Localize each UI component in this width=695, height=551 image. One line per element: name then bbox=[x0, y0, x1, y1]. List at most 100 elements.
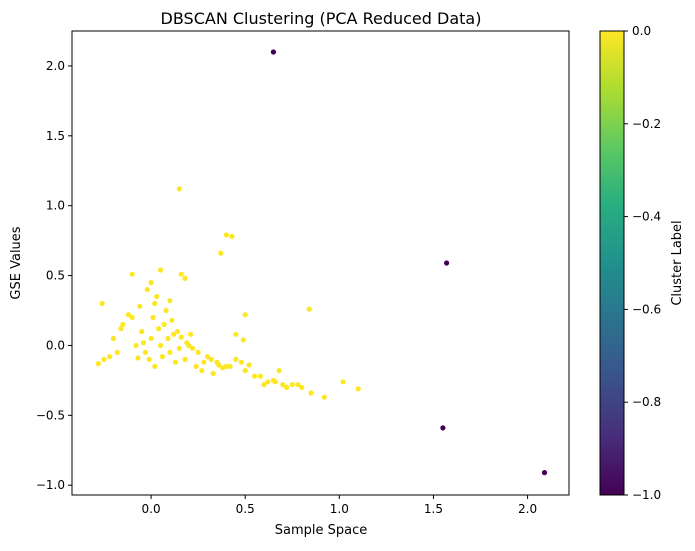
data-point bbox=[284, 384, 290, 390]
data-point bbox=[144, 287, 150, 293]
colorbar-tick-label: −0.8 bbox=[632, 395, 661, 409]
data-point bbox=[280, 382, 286, 388]
data-point bbox=[129, 271, 135, 277]
data-point bbox=[238, 359, 244, 365]
data-point bbox=[299, 384, 305, 390]
x-tick-label: 0.0 bbox=[142, 502, 161, 516]
x-tick-label: 1.0 bbox=[330, 502, 349, 516]
data-point bbox=[223, 232, 229, 238]
data-point bbox=[210, 370, 216, 376]
colorbar-tick-label: 0.0 bbox=[632, 24, 651, 38]
data-point bbox=[157, 342, 164, 349]
data-point bbox=[159, 354, 165, 360]
data-point bbox=[182, 356, 188, 362]
data-point bbox=[321, 394, 327, 400]
data-point bbox=[541, 470, 548, 476]
y-tick-label: 0.5 bbox=[46, 269, 65, 283]
data-point bbox=[178, 334, 184, 340]
chart-title: DBSCAN Clustering (PCA Reduced Data) bbox=[161, 9, 482, 28]
colorbar-gradient bbox=[599, 30, 625, 496]
data-point bbox=[171, 331, 177, 337]
data-point bbox=[204, 354, 211, 360]
y-axis-label: GSE Values bbox=[9, 226, 24, 299]
data-point bbox=[242, 312, 248, 318]
data-point bbox=[340, 379, 346, 385]
data-point bbox=[229, 233, 235, 239]
colorbar-ticks: 0.0 −0.2 −0.4 −0.6 −0.8 −1.0 bbox=[624, 24, 661, 502]
data-point bbox=[152, 300, 158, 307]
data-point bbox=[152, 363, 158, 369]
data-point bbox=[135, 355, 141, 361]
data-point bbox=[129, 314, 135, 321]
data-point bbox=[133, 342, 139, 349]
colorbar-tick-label: −0.4 bbox=[632, 210, 661, 224]
data-point bbox=[95, 361, 101, 367]
data-point bbox=[146, 356, 152, 362]
data-point bbox=[188, 331, 194, 337]
data-point bbox=[169, 317, 175, 323]
data-point bbox=[182, 275, 188, 281]
data-point bbox=[252, 373, 258, 379]
colorbar-tick-label: −0.6 bbox=[632, 302, 661, 316]
data-point bbox=[184, 340, 190, 346]
data-point bbox=[142, 349, 148, 355]
data-point bbox=[140, 340, 147, 346]
data-point bbox=[137, 303, 143, 309]
data-points bbox=[95, 49, 548, 476]
colorbar-tick-label: −1.0 bbox=[632, 488, 661, 502]
data-point bbox=[156, 326, 162, 332]
y-tick-label: 1.0 bbox=[46, 199, 65, 213]
data-point bbox=[295, 382, 301, 388]
data-point bbox=[355, 386, 361, 392]
data-point bbox=[178, 271, 184, 277]
data-point bbox=[189, 345, 196, 351]
data-point bbox=[118, 326, 124, 332]
y-axis-ticks: −1.0 −0.5 0.0 0.5 1.0 1.5 2.0 bbox=[36, 59, 72, 492]
x-axis-ticks: 0.0 0.5 1.0 1.5 2.0 bbox=[142, 495, 537, 516]
data-point bbox=[242, 368, 248, 374]
data-point bbox=[172, 359, 179, 365]
data-point bbox=[148, 335, 154, 342]
data-point bbox=[150, 314, 156, 321]
data-point bbox=[199, 368, 205, 374]
data-point bbox=[257, 373, 263, 379]
plot-axes: 0.0 0.5 1.0 1.5 2.0 −1.0 −0.5 0.0 0.5 1.0 1.5 2.0 bbox=[36, 30, 570, 516]
x-tick-label: 1.5 bbox=[424, 502, 443, 516]
x-axis-label: Sample Space bbox=[275, 523, 368, 538]
data-point bbox=[120, 321, 126, 328]
data-point bbox=[261, 382, 267, 388]
data-point bbox=[165, 335, 171, 342]
data-point bbox=[220, 365, 226, 371]
data-point bbox=[308, 390, 314, 396]
data-point bbox=[107, 354, 113, 360]
data-point bbox=[174, 328, 180, 335]
data-point bbox=[114, 349, 120, 355]
data-point bbox=[193, 363, 199, 369]
x-tick-label: 0.5 bbox=[236, 502, 255, 516]
data-point bbox=[167, 298, 173, 304]
data-point bbox=[272, 379, 278, 385]
data-point bbox=[216, 362, 222, 368]
data-point bbox=[444, 260, 450, 266]
x-tick-label: 2.0 bbox=[518, 502, 537, 516]
data-point bbox=[139, 328, 145, 335]
data-point bbox=[167, 349, 173, 355]
data-point bbox=[154, 293, 160, 300]
colorbar-tick-label: −0.2 bbox=[632, 117, 661, 131]
data-point bbox=[163, 307, 169, 314]
data-point bbox=[148, 280, 154, 286]
data-point bbox=[306, 306, 312, 312]
data-point bbox=[246, 362, 252, 368]
data-point bbox=[276, 368, 282, 374]
data-point bbox=[99, 300, 105, 307]
data-point bbox=[270, 49, 276, 55]
data-point bbox=[176, 186, 182, 192]
data-point bbox=[176, 345, 182, 351]
data-point bbox=[195, 349, 201, 355]
data-point bbox=[233, 356, 239, 362]
data-point bbox=[161, 321, 167, 328]
data-point bbox=[208, 356, 214, 362]
data-point bbox=[218, 250, 224, 256]
data-point bbox=[110, 335, 116, 342]
